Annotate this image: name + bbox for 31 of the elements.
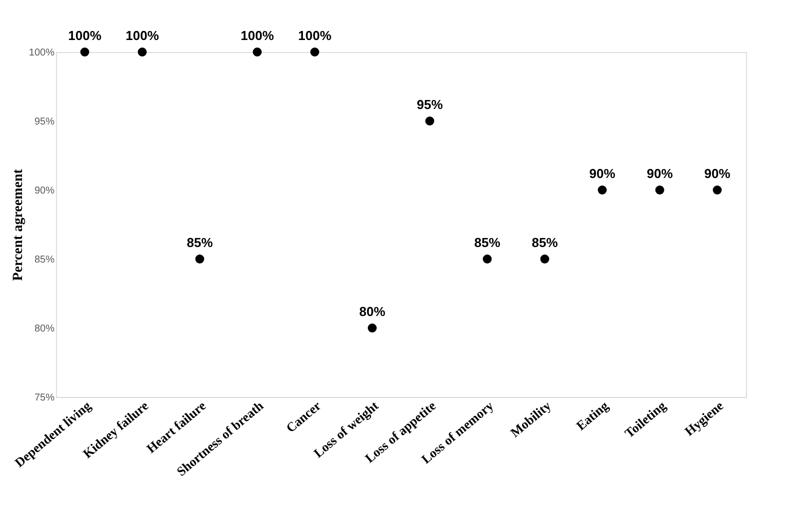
point xyxy=(540,254,550,264)
point xyxy=(425,116,434,126)
point xyxy=(368,324,377,332)
point xyxy=(482,254,492,264)
y-tick-label: 100% xyxy=(28,48,55,58)
data-label: 90% xyxy=(589,166,616,181)
data-label: 95% xyxy=(416,97,444,112)
y-axis-title: Percent agreement xyxy=(10,168,26,281)
data-label: 85% xyxy=(532,235,558,250)
point xyxy=(310,48,320,56)
data-label: 85% xyxy=(186,235,214,250)
y-tick-label: 95% xyxy=(34,116,55,128)
y-tick-label: 90% xyxy=(34,186,55,196)
data-label: 100% xyxy=(298,28,332,43)
point xyxy=(598,186,607,194)
y-tick-label: 80% xyxy=(34,324,55,334)
point xyxy=(138,48,147,56)
point xyxy=(655,186,664,194)
data-label: 80% xyxy=(359,304,386,319)
point xyxy=(252,48,262,56)
data-label: 90% xyxy=(704,166,731,181)
data-label: 90% xyxy=(646,166,674,181)
data-label: 85% xyxy=(474,235,501,250)
data-label: 100% xyxy=(68,28,102,43)
y-tick-label: 75% xyxy=(34,392,55,404)
y-tick-label: 85% xyxy=(34,254,55,266)
data-label: 100% xyxy=(126,28,160,43)
point xyxy=(80,48,90,56)
data-label: 100% xyxy=(240,28,274,43)
point xyxy=(712,186,722,194)
point xyxy=(195,254,204,264)
